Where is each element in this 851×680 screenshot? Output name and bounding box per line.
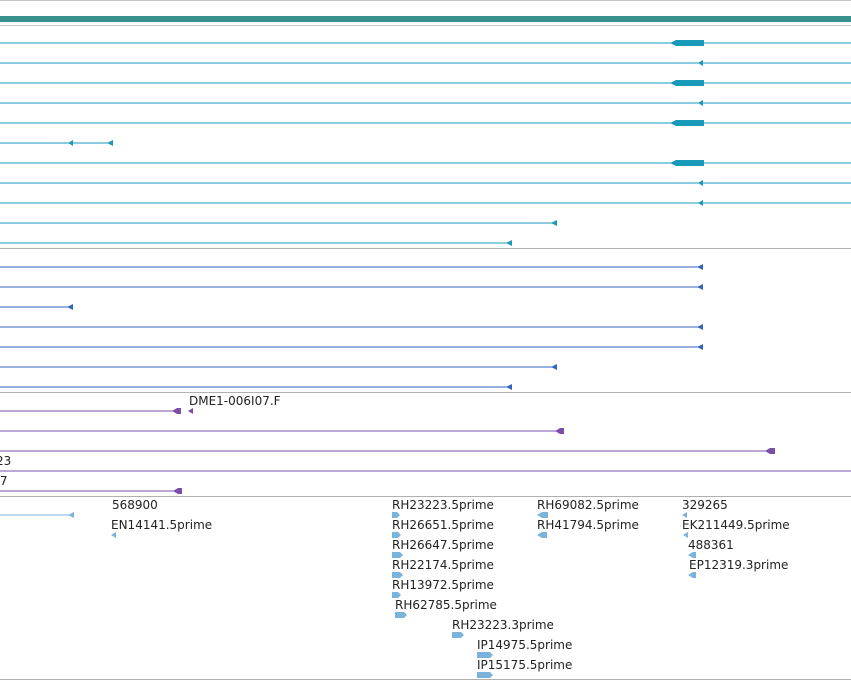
transcript-row[interactable] (0, 200, 851, 206)
transcript-track (0, 40, 851, 246)
est-label: 568900 (112, 498, 158, 512)
feature-row[interactable] (0, 428, 564, 434)
feature-row[interactable]: 23 (0, 454, 851, 472)
est-label: 488361 (688, 538, 734, 552)
feature-row[interactable] (0, 448, 775, 454)
est-item[interactable]: RH41794.5prime (537, 518, 639, 538)
protein-row[interactable] (0, 324, 703, 330)
est-item[interactable]: RH23223.5prime (392, 498, 494, 518)
protein-row[interactable] (0, 284, 703, 290)
est-label: RH23223.3prime (452, 618, 554, 632)
est-track: 568900 EN14141.5prime RH23223.5prime RH2… (0, 498, 790, 678)
est-item[interactable]: RH23223.3prime (452, 618, 554, 638)
transcript-row[interactable] (0, 40, 851, 46)
protein-row[interactable] (0, 364, 557, 370)
est-label: RH23223.5prime (392, 498, 494, 512)
protein-row[interactable] (0, 304, 73, 310)
feature-track: DME1-006I07.F 23 .7 (0, 394, 851, 494)
transcript-row[interactable] (0, 160, 851, 166)
transcript-row[interactable] (0, 80, 851, 86)
est-label: 329265 (682, 498, 728, 512)
feature-label: .7 (0, 474, 7, 488)
est-label: RH22174.5prime (392, 558, 494, 572)
est-label: IP14975.5prime (477, 638, 572, 652)
est-item[interactable]: RH26647.5prime (392, 538, 494, 558)
est-item[interactable]: EK211449.5prime (682, 518, 790, 538)
transcript-row[interactable] (0, 240, 512, 246)
transcript-row[interactable] (0, 120, 851, 126)
est-label: RH13972.5prime (392, 578, 494, 592)
est-item[interactable]: RH62785.5prime (395, 598, 497, 618)
est-item[interactable]: RH26651.5prime (392, 518, 494, 538)
est-label: EK211449.5prime (682, 518, 790, 532)
est-label: EN14141.5prime (111, 518, 212, 532)
est-item[interactable]: RH22174.5prime (392, 558, 494, 578)
transcript-row[interactable] (0, 180, 851, 186)
est-item[interactable]: EN14141.5prime (111, 518, 212, 538)
transcript-row[interactable] (0, 60, 851, 66)
transcript-row[interactable] (0, 100, 851, 106)
protein-row[interactable] (0, 344, 703, 350)
est-item[interactable]: IP15175.5prime (477, 658, 572, 678)
est-item[interactable]: 488361 (688, 538, 734, 558)
feature-row[interactable]: DME1-006I07.F (0, 394, 281, 414)
feature-label: 23 (0, 454, 11, 468)
feature-label: DME1-006I07.F (189, 394, 281, 408)
est-item[interactable]: RH69082.5prime (537, 498, 639, 518)
est-label: RH26647.5prime (392, 538, 494, 552)
feature-row[interactable]: .7 (0, 474, 182, 494)
est-label: RH26651.5prime (392, 518, 494, 532)
transcript-row[interactable] (0, 140, 113, 146)
protein-row[interactable] (0, 264, 703, 270)
est-item[interactable]: 568900 (112, 498, 158, 512)
gene-bar[interactable] (0, 16, 851, 22)
est-item[interactable]: RH13972.5prime (392, 578, 494, 598)
est-item[interactable]: EP12319.3prime (688, 558, 788, 578)
est-label: RH62785.5prime (395, 598, 497, 612)
est-label: IP15175.5prime (477, 658, 572, 672)
protein-track (0, 264, 703, 390)
est-label: EP12319.3prime (689, 558, 788, 572)
est-item[interactable]: IP14975.5prime (477, 638, 572, 658)
est-row[interactable] (0, 512, 74, 518)
est-label: RH69082.5prime (537, 498, 639, 512)
est-label: RH41794.5prime (537, 518, 639, 532)
est-item[interactable]: 329265 (682, 498, 728, 518)
transcript-row[interactable] (0, 220, 557, 226)
protein-row[interactable] (0, 384, 512, 390)
